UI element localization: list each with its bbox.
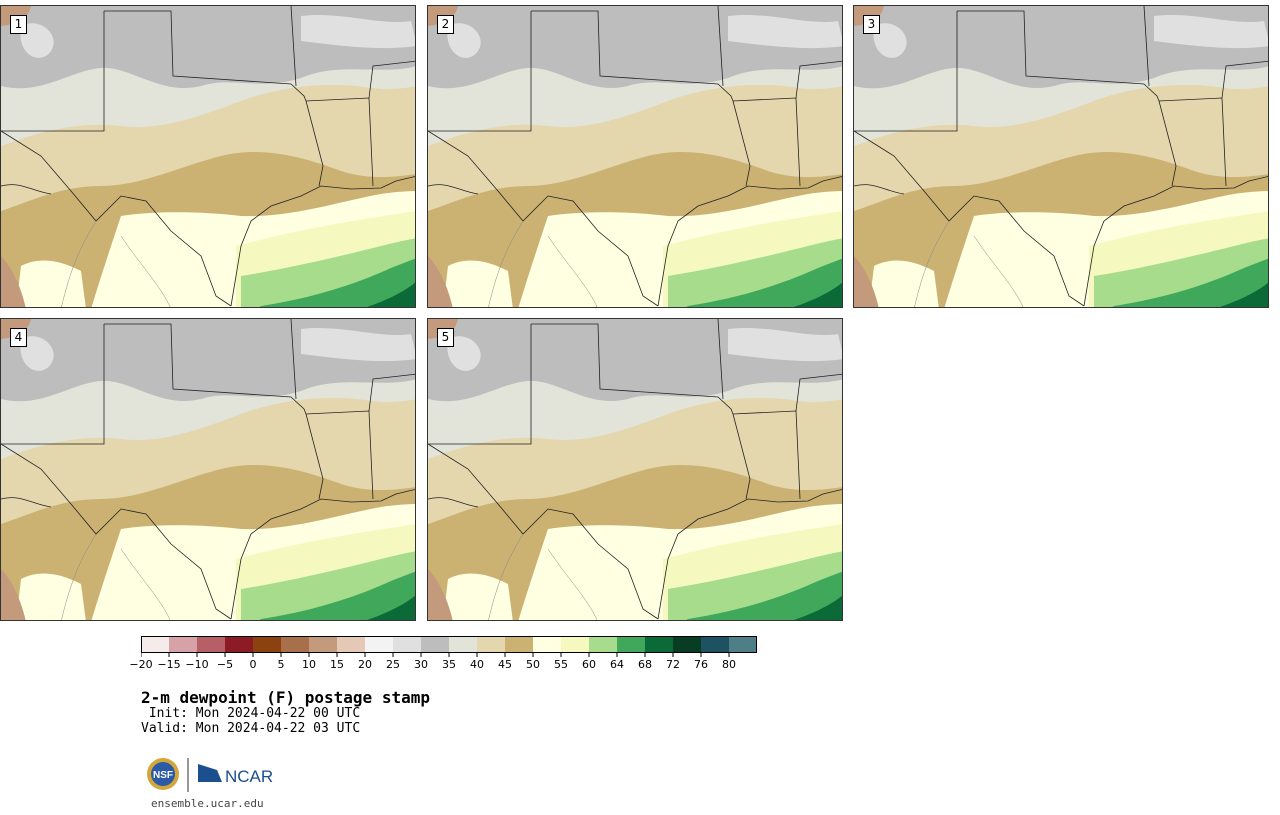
colorbar-swatch (197, 636, 225, 653)
map-panel-2-image (428, 6, 842, 307)
colorbar-swatch (505, 636, 533, 653)
valid-time: Valid: Mon 2024-04-22 03 UTC (141, 721, 361, 736)
colorbar-swatch (309, 636, 337, 653)
colorbar-swatch (477, 636, 505, 653)
colorbar-swatch (365, 636, 393, 653)
colorbar-swatch (729, 636, 757, 653)
colorbar-tick-label: 72 (666, 658, 680, 671)
colorbar-tick-label: 60 (582, 658, 596, 671)
colorbar-ticks: −20 −15 −10 −5 0 5 10 15 20 25 30 35 40 45 50 55 60 64 68 7… (0, 658, 1280, 674)
colorbar-tick-label: 64 (610, 658, 624, 671)
colorbar-tick-label: 45 (498, 658, 512, 671)
map-panel-1: 1 (0, 5, 416, 308)
colorbar-swatch (533, 636, 561, 653)
panel-label-3: 3 (863, 15, 880, 34)
site-url[interactable]: ensemble.ucar.edu (151, 797, 264, 810)
map-panel-2: 2 (427, 5, 843, 308)
map-panel-5: 5 (427, 318, 843, 621)
colorbar-swatch (393, 636, 421, 653)
page-title: 2-m dewpoint (F) postage stamp (141, 688, 430, 707)
map-panel-5-image (428, 319, 842, 620)
colorbar-tick-label: 76 (694, 658, 708, 671)
colorbar-swatch (169, 636, 197, 653)
colorbar-tick-label: 35 (442, 658, 456, 671)
colorbar-swatch (253, 636, 281, 653)
colorbar (141, 636, 757, 657)
ncar-logo-icon: NCAR (198, 764, 273, 786)
colorbar-tick-label: 0 (249, 658, 257, 671)
colorbar-swatch (337, 636, 365, 653)
colorbar-swatch (225, 636, 253, 653)
colorbar-swatch (281, 636, 309, 653)
colorbar-tick-label: −10 (185, 658, 209, 671)
map-panel-3-image (854, 6, 1268, 307)
colorbar-border (141, 636, 757, 653)
colorbar-swatch (421, 636, 449, 653)
colorbar-tick-label: 15 (330, 658, 344, 671)
svg-text:NCAR: NCAR (225, 767, 273, 786)
colorbar-tick-label: 40 (470, 658, 484, 671)
colorbar-tick-label: 80 (722, 658, 736, 671)
colorbar-tick-label: 10 (302, 658, 316, 671)
init-time: Init: Mon 2024-04-22 00 UTC (141, 706, 361, 721)
panel-label-2: 2 (437, 15, 454, 34)
colorbar-swatch (589, 636, 617, 653)
nsf-logo-icon: NSF (147, 758, 179, 790)
svg-text:NSF: NSF (153, 770, 173, 781)
colorbar-tick-label: 68 (638, 658, 652, 671)
colorbar-tick-label: −5 (216, 658, 234, 671)
panel-label-5: 5 (437, 328, 454, 347)
colorbar-tick-label: 30 (414, 658, 428, 671)
colorbar-tick-label: 5 (277, 658, 285, 671)
map-panel-4: 4 (0, 318, 416, 621)
colorbar-swatch (449, 636, 477, 653)
colorbar-tick-label: 20 (358, 658, 372, 671)
colorbar-swatch (645, 636, 673, 653)
panel-label-4: 4 (10, 328, 27, 347)
colorbar-tick-label: −20 (129, 658, 153, 671)
colorbar-tick-label: −15 (157, 658, 181, 671)
panel-label-1: 1 (10, 15, 27, 34)
colorbar-tick-label: 25 (386, 658, 400, 671)
map-panel-3: 3 (853, 5, 1269, 308)
colorbar-swatch (617, 636, 645, 653)
map-panel-1-image (1, 6, 415, 307)
map-panel-4-image (1, 319, 415, 620)
colorbar-swatch (701, 636, 729, 653)
colorbar-tick-label: 50 (526, 658, 540, 671)
colorbar-tick-label: 55 (554, 658, 568, 671)
colorbar-swatch (561, 636, 589, 653)
colorbar-swatch (673, 636, 701, 653)
logos: NSF NCAR (145, 756, 275, 796)
colorbar-swatch (141, 636, 169, 653)
